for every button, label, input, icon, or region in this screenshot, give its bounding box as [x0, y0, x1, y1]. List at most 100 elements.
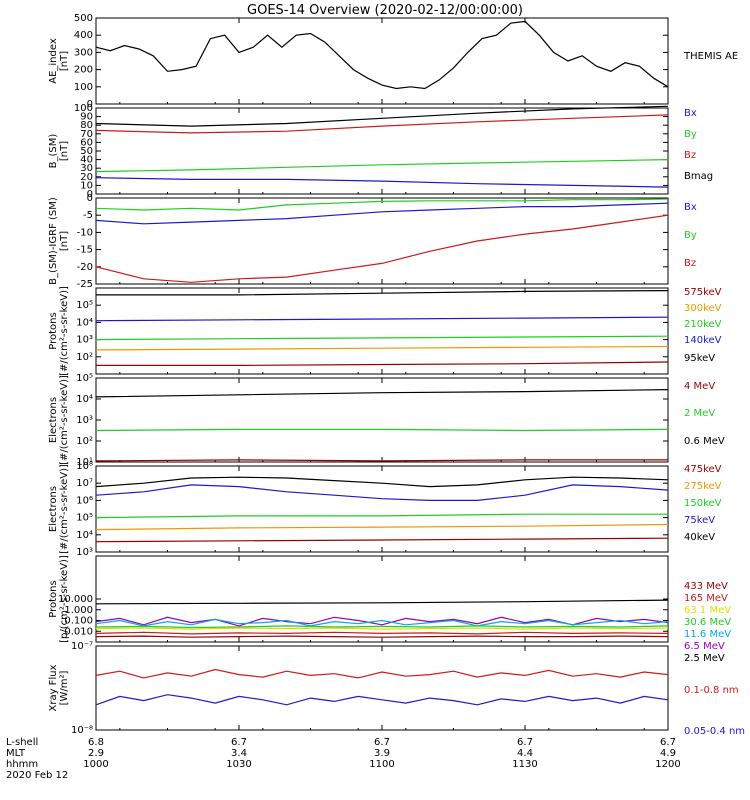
y-tick-label: 10⁻⁸	[71, 725, 93, 736]
panel-4: 10² 10³ 10⁴ 10⁵ Protons [#/(cm²-s-sr-keV)] 575…	[48, 286, 722, 376]
footer-row-label: hhmm	[6, 759, 38, 770]
legend-entry: 0.05-0.4 nm	[684, 726, 745, 737]
y-tick-label: 10⁴	[76, 317, 93, 328]
legend-entry: Bx	[684, 108, 697, 119]
legend-entry: 4 MeV	[684, 381, 715, 392]
footer-row-label: 2020 Feb 12	[6, 770, 68, 781]
footer-value-mlt: 4.9	[660, 748, 676, 759]
footer-value-lshell: 6.7	[374, 737, 390, 748]
y-axis-label: [p/(cm²-s-sr-keV)]	[59, 555, 70, 643]
series-line-red	[95, 114, 669, 134]
y-axis-label: Electrons	[48, 486, 59, 532]
y-tick-label: 0	[87, 193, 93, 204]
y-tick-label: 10³	[76, 415, 93, 426]
legend-entry: 63.1 MeV	[684, 605, 731, 616]
y-axis-label: AE_index	[48, 38, 59, 84]
legend-entry: 210keV	[684, 319, 722, 330]
series-line-blue	[95, 202, 669, 225]
y-tick-label: 10	[80, 180, 93, 191]
legend-entry: Bx	[684, 202, 697, 213]
y-tick-label: 0	[87, 189, 93, 200]
series-line-dark_red	[95, 537, 669, 543]
footer-row-label: MLT	[6, 748, 26, 759]
legend-entry: Bmag	[684, 171, 713, 182]
y-tick-label: 400	[74, 30, 93, 41]
y-tick-label: 10⁶	[76, 495, 93, 506]
footer-value-mlt: 2.9	[88, 748, 104, 759]
y-tick-label: 70	[80, 129, 93, 140]
y-axis-label: Protons	[48, 312, 59, 349]
y-tick-label: 10⁴	[76, 394, 93, 405]
series-line-blue	[95, 177, 669, 188]
legend-entry: 6.5 MeV	[684, 641, 725, 652]
y-tick-label: -10	[77, 227, 93, 238]
footer-value-lshell: 6.7	[231, 737, 247, 748]
y-tick-label: 10⁵	[76, 373, 93, 384]
y-tick-label: -15	[77, 245, 93, 256]
legend-entry: By	[684, 129, 697, 140]
series-line-dark_red	[95, 459, 668, 462]
y-axis-label: [#/(cm²-s-sr-keV)]	[59, 286, 70, 376]
legend-entry: 75keV	[684, 515, 715, 526]
footer-value-lshell: 6.7	[517, 737, 533, 748]
series-line-blue	[95, 694, 669, 706]
series-line-purple	[95, 616, 669, 627]
y-tick-label: 0.010	[64, 626, 93, 637]
series-line-green	[95, 513, 668, 519]
y-tick-label: 10⁷	[76, 478, 93, 489]
series-line-green	[95, 335, 669, 341]
panel-frame	[95, 17, 669, 105]
y-tick-label: 1.000	[64, 605, 93, 616]
y-tick-label: 10²	[76, 436, 93, 447]
y-tick-label: 10²	[76, 352, 93, 363]
series-line-red	[95, 631, 669, 635]
footer-value-hhmm: 1030	[226, 759, 251, 770]
legend-entry: 40keV	[684, 532, 715, 543]
series-line-red	[95, 668, 669, 679]
legend-entry: 2.5 MeV	[684, 653, 725, 664]
footer-value-lshell: 6.8	[88, 737, 104, 748]
y-axis-label: B_(SM)	[48, 134, 59, 169]
legend-entry: By	[684, 230, 697, 241]
y-tick-label: 80	[80, 120, 93, 131]
y-tick-label: -20	[77, 262, 93, 273]
y-axis-label: Electrons	[48, 397, 59, 443]
y-tick-label: 20	[80, 172, 93, 183]
legend-entry: 140keV	[684, 335, 722, 346]
y-tick-label: 50	[80, 146, 93, 157]
footer-value-hhmm: 1100	[369, 759, 394, 770]
series-line-green	[95, 198, 669, 211]
legend-entry: 300keV	[684, 303, 722, 314]
series-line-blue	[95, 484, 669, 501]
series-line-green	[95, 159, 669, 173]
y-tick-label: 300	[74, 47, 93, 58]
y-tick-label: 10.000	[58, 594, 93, 605]
y-axis-label: Protons	[48, 580, 59, 617]
y-tick-label: 10⁸	[76, 461, 93, 472]
y-tick-label: 10³	[76, 335, 93, 346]
y-tick-label: 60	[80, 137, 93, 148]
y-tick-label: 10⁴	[76, 530, 93, 541]
y-tick-label: -5	[83, 210, 93, 221]
y-axis-label: [#/(cm²-s-sr-keV)]	[59, 375, 70, 465]
y-tick-label: 0	[87, 99, 93, 110]
series-line-orange	[95, 523, 669, 531]
series-line-dark_red	[95, 635, 669, 638]
y-tick-label: 500	[74, 13, 93, 24]
footer-row-label: L-shell	[6, 737, 38, 748]
footer-value-mlt: 3.4	[231, 748, 247, 759]
legend-entry: 433 MeV	[684, 581, 728, 592]
footer-value-lshell: 6.7	[660, 737, 676, 748]
y-tick-label: 40	[80, 155, 93, 166]
y-axis-label: [#/(cm²-s-sr-keV)]	[59, 464, 70, 554]
y-tick-label: 30	[80, 163, 93, 174]
series-line-orange	[95, 345, 669, 351]
panel-5: 10¹ 10² 10³ 10⁴ 10⁵ Electrons [#/(cm²-s-sr-keV…	[48, 373, 725, 468]
legend-entry: Bz	[684, 258, 696, 269]
y-tick-label: 90	[80, 112, 93, 123]
legend-entry: THEMIS AE	[683, 51, 738, 62]
series-line-black	[95, 476, 669, 488]
series-line-black	[95, 389, 669, 398]
